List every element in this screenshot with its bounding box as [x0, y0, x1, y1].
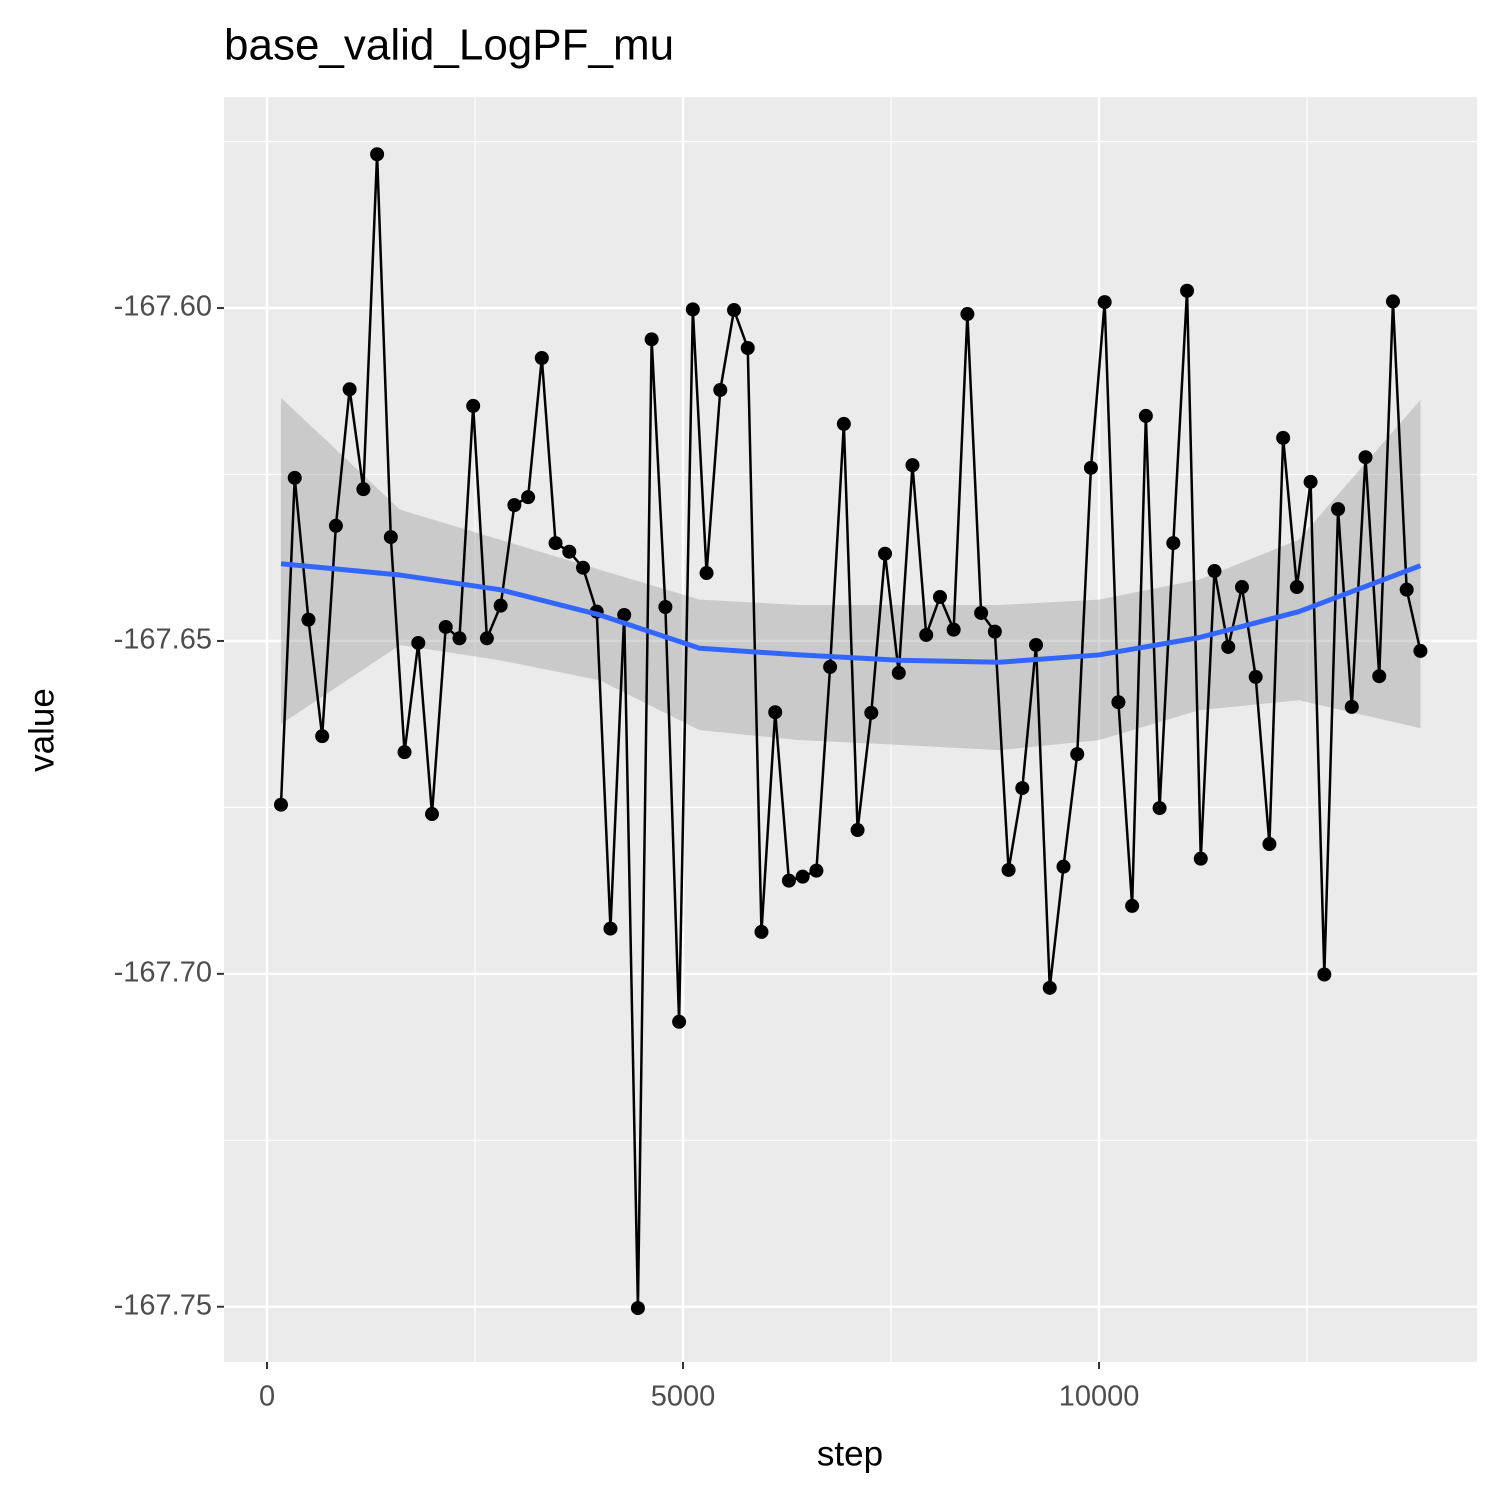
- data-point: [699, 566, 714, 581]
- data-point: [1358, 450, 1373, 465]
- data-point: [1138, 408, 1153, 423]
- y-tick-label: -167.75: [114, 1289, 212, 1321]
- data-point: [1097, 295, 1112, 310]
- data-point: [1207, 564, 1222, 579]
- confidence-band: [280, 397, 1421, 751]
- data-point: [960, 307, 975, 322]
- data-point: [987, 624, 1002, 639]
- data-point: [562, 544, 577, 559]
- y-tick-label: -167.70: [114, 957, 212, 989]
- y-tick-label: -167.65: [114, 624, 212, 656]
- data-point: [713, 382, 728, 397]
- data-point: [1317, 967, 1332, 982]
- data-point: [754, 924, 769, 939]
- data-point: [1413, 643, 1428, 658]
- data-point: [273, 797, 288, 812]
- data-point: [315, 729, 330, 744]
- data-point: [1083, 460, 1098, 475]
- data-point: [644, 332, 659, 347]
- data-point: [1111, 695, 1126, 710]
- data-point: [1166, 536, 1181, 551]
- data-point: [328, 518, 343, 533]
- data-point: [356, 482, 371, 497]
- data-point: [974, 605, 989, 620]
- x-tick-label: 5000: [651, 1381, 716, 1413]
- data-point: [905, 458, 920, 473]
- data-point: [521, 490, 536, 505]
- x-tick-label: 10000: [1059, 1381, 1140, 1413]
- data-point: [425, 807, 440, 822]
- data-point: [479, 631, 494, 646]
- data-point: [727, 303, 742, 318]
- data-point: [891, 665, 906, 680]
- y-tick-label: -167.60: [114, 291, 212, 323]
- y-axis-label: value: [22, 688, 61, 772]
- data-point: [809, 863, 824, 878]
- data-point: [411, 635, 426, 650]
- data-point: [1125, 898, 1140, 913]
- data-point: [1180, 283, 1195, 298]
- data-point: [507, 498, 522, 513]
- data-point: [1056, 859, 1071, 874]
- data-point: [740, 341, 755, 356]
- data-point: [287, 470, 302, 485]
- data-point: [836, 416, 851, 431]
- data-point: [1029, 637, 1044, 652]
- data-point: [452, 631, 467, 646]
- data-point: [1399, 582, 1414, 597]
- series-line: [279, 154, 1422, 1309]
- data-point: [438, 619, 453, 634]
- smooth-line: [280, 561, 1422, 665]
- data-point: [1193, 851, 1208, 866]
- data-point: [795, 869, 810, 884]
- data-point: [1234, 580, 1249, 595]
- data-point: [768, 705, 783, 720]
- data-point: [383, 530, 398, 545]
- data-point: [1262, 837, 1277, 852]
- data-point: [781, 873, 796, 888]
- data-point: [1070, 747, 1085, 762]
- data-point: [548, 536, 563, 551]
- data-point: [1303, 474, 1318, 489]
- data-point: [1276, 430, 1291, 445]
- data-point: [630, 1301, 645, 1316]
- data-point: [1015, 781, 1030, 796]
- data-point: [823, 659, 838, 674]
- chart-title: base_valid_LogPF_mu: [224, 21, 674, 70]
- data-point: [397, 745, 412, 760]
- data-point: [919, 627, 934, 642]
- data-point: [1344, 699, 1359, 714]
- data-point: [466, 398, 481, 413]
- data-point: [672, 1014, 687, 1029]
- data-point: [1248, 669, 1263, 684]
- data-point: [878, 546, 893, 561]
- data-point: [534, 350, 549, 365]
- data-point: [301, 612, 316, 627]
- data-point: [658, 599, 673, 614]
- data-point: [493, 598, 508, 613]
- data-point: [1372, 669, 1387, 684]
- data-point: [864, 705, 879, 720]
- data-point: [1001, 862, 1016, 877]
- data-point: [576, 560, 591, 575]
- data-point: [370, 147, 385, 162]
- data-point: [850, 823, 865, 838]
- x-axis-label: step: [817, 1434, 883, 1473]
- data-point: [685, 302, 700, 317]
- data-point: [1221, 639, 1236, 654]
- data-point: [1042, 980, 1057, 995]
- data-point: [1385, 294, 1400, 309]
- data-point: [1331, 502, 1346, 517]
- data-point: [342, 382, 357, 397]
- data-point: [1289, 580, 1304, 595]
- data-point: [946, 622, 961, 637]
- data-point: [617, 607, 632, 622]
- data-point: [1152, 801, 1167, 816]
- x-tick-label: 0: [259, 1381, 275, 1413]
- data-point: [932, 590, 947, 605]
- data-point: [603, 921, 618, 936]
